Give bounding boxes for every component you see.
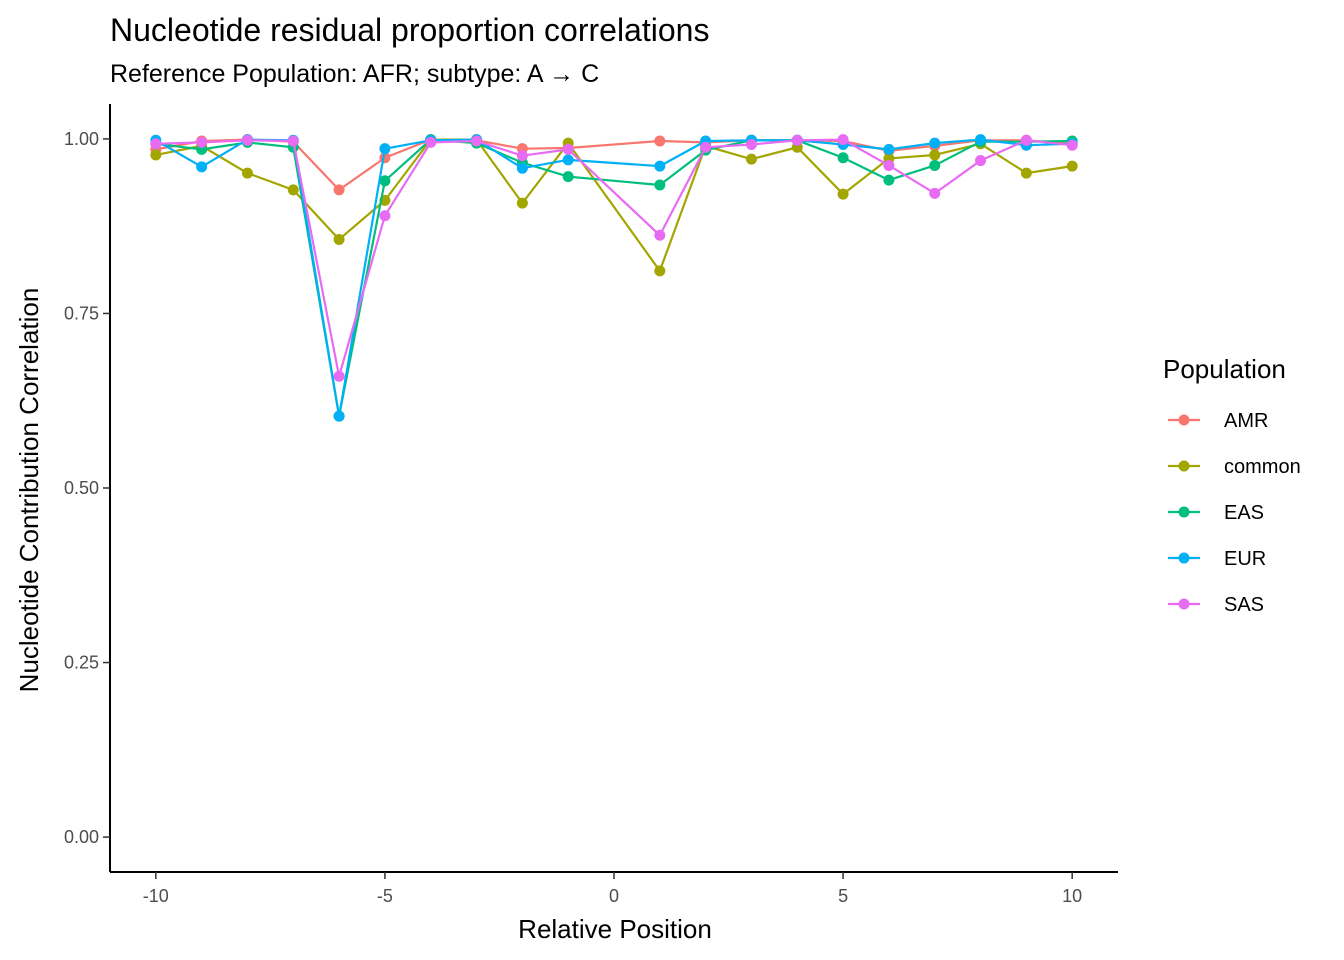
series-line bbox=[155, 138, 1073, 418]
chart-subtitle: Reference Population: AFR; subtype: A → … bbox=[110, 60, 600, 88]
data-point bbox=[516, 150, 528, 162]
data-point bbox=[241, 134, 253, 146]
y-tick-label: 0.00 bbox=[64, 827, 99, 847]
data-point bbox=[929, 187, 941, 199]
data-point bbox=[654, 160, 666, 172]
legend-key-point bbox=[1178, 552, 1190, 564]
data-point bbox=[562, 171, 574, 183]
series-common bbox=[150, 134, 1078, 277]
chart-title: Nucleotide residual proportion correlati… bbox=[110, 12, 710, 48]
series-line bbox=[155, 138, 1073, 191]
data-point bbox=[241, 167, 253, 179]
data-point bbox=[333, 370, 345, 382]
legend-key-point bbox=[1178, 414, 1190, 426]
data-point bbox=[929, 137, 941, 149]
data-point bbox=[883, 143, 895, 155]
series-layer bbox=[150, 134, 1078, 422]
data-point bbox=[516, 162, 528, 174]
legend: Population AMR common EAS EUR SAS bbox=[1163, 354, 1301, 616]
legend-item-eas: EAS bbox=[1168, 502, 1264, 524]
data-point bbox=[562, 154, 574, 166]
data-point bbox=[837, 152, 849, 164]
data-point bbox=[333, 233, 345, 245]
series-eas bbox=[150, 134, 1078, 422]
data-point bbox=[471, 135, 483, 147]
series-line bbox=[155, 138, 1073, 418]
axes: -10 -5 0 5 10 0.00 0.25 0.50 0.75 1.00 bbox=[64, 104, 1118, 906]
series-sas bbox=[150, 134, 1078, 382]
data-point bbox=[745, 153, 757, 165]
y-tick-label: 0.25 bbox=[64, 653, 99, 673]
data-point bbox=[975, 155, 987, 167]
data-point bbox=[883, 159, 895, 171]
data-point bbox=[654, 229, 666, 241]
data-point bbox=[1066, 160, 1078, 172]
legend-key-point bbox=[1178, 460, 1190, 472]
y-tick-label: 0.50 bbox=[64, 478, 99, 498]
legend-key-point bbox=[1178, 598, 1190, 610]
data-point bbox=[1020, 134, 1032, 146]
data-point bbox=[929, 149, 941, 161]
y-axis-title: Nucleotide Contribution Correlation bbox=[14, 288, 44, 693]
data-point bbox=[837, 188, 849, 200]
legend-label: common bbox=[1224, 456, 1301, 478]
data-point bbox=[791, 134, 803, 146]
legend-item-sas: SAS bbox=[1168, 594, 1264, 616]
x-tick-label: 0 bbox=[609, 886, 619, 906]
legend-item-eur: EUR bbox=[1168, 548, 1266, 570]
legend-label: EAS bbox=[1224, 502, 1264, 524]
data-point bbox=[150, 138, 162, 150]
data-point bbox=[196, 161, 208, 173]
data-point bbox=[379, 210, 391, 222]
x-tick-label: -10 bbox=[143, 886, 169, 906]
data-point bbox=[975, 134, 987, 146]
data-point bbox=[516, 197, 528, 209]
data-point bbox=[929, 159, 941, 171]
x-axis-title: Relative Position bbox=[518, 914, 712, 944]
series-eur bbox=[150, 134, 1078, 422]
data-point bbox=[883, 174, 895, 186]
data-point bbox=[150, 149, 162, 161]
legend-label: EUR bbox=[1224, 548, 1266, 570]
data-point bbox=[654, 179, 666, 191]
data-point bbox=[287, 184, 299, 196]
data-point bbox=[287, 135, 299, 147]
legend-title: Population bbox=[1163, 354, 1286, 384]
data-point bbox=[1020, 167, 1032, 179]
y-tick-label: 0.75 bbox=[64, 303, 99, 323]
data-point bbox=[654, 265, 666, 277]
legend-item-common: common bbox=[1168, 456, 1301, 478]
data-point bbox=[333, 410, 345, 422]
data-point bbox=[562, 143, 574, 155]
legend-item-amr: AMR bbox=[1168, 410, 1268, 432]
data-point bbox=[1066, 139, 1078, 151]
series-line bbox=[155, 138, 1073, 378]
x-tick-label: -5 bbox=[377, 886, 393, 906]
y-tick-label: 1.00 bbox=[64, 129, 99, 149]
data-point bbox=[654, 135, 666, 147]
x-tick-label: 5 bbox=[838, 886, 848, 906]
data-point bbox=[196, 136, 208, 148]
legend-label: SAS bbox=[1224, 594, 1264, 616]
data-point bbox=[379, 175, 391, 187]
legend-key-point bbox=[1178, 506, 1190, 518]
data-point bbox=[745, 138, 757, 150]
data-point bbox=[700, 141, 712, 153]
data-point bbox=[837, 134, 849, 146]
x-tick-label: 10 bbox=[1062, 886, 1082, 906]
legend-label: AMR bbox=[1224, 410, 1268, 432]
data-point bbox=[333, 184, 345, 196]
data-point bbox=[379, 143, 391, 155]
data-point bbox=[425, 136, 437, 148]
